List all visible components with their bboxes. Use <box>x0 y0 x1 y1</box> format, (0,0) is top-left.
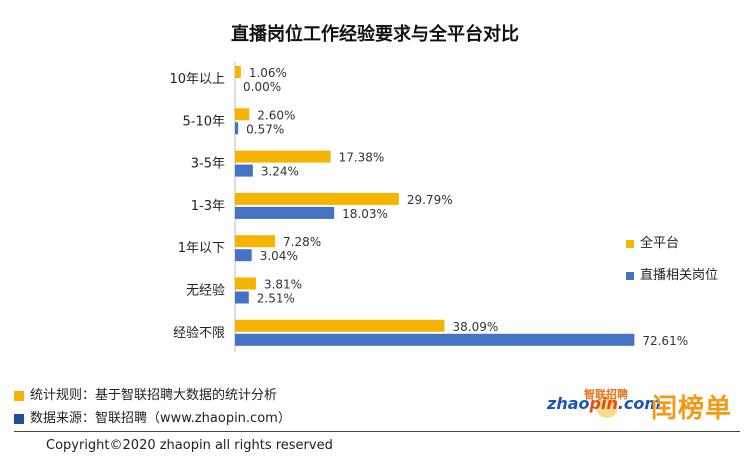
bar-all-platform <box>235 108 250 121</box>
data-label: 29.79% <box>407 193 453 207</box>
bar-livestream <box>235 206 335 219</box>
data-label: 0.57% <box>246 122 284 136</box>
footnote-rule-text: 统计规则：基于智联招聘大数据的统计分析 <box>30 388 278 403</box>
footnote-source-text: 数据来源：智联招聘（www.zhaopin.com） <box>30 411 291 426</box>
legend-label: 直播相关岗位 <box>640 268 719 283</box>
category-label: 无经验 <box>186 283 225 299</box>
data-label: 17.38% <box>339 151 385 165</box>
bar-livestream <box>235 164 253 177</box>
legend-label: 全平台 <box>640 236 680 251</box>
data-label: 2.51% <box>257 292 295 306</box>
bar-chart: 10年以上 1.06%0.00% 5-10年 2.60%0.57% 3-5年 17.38%… <box>169 62 688 353</box>
category-label: 3-5年 <box>191 157 225 172</box>
data-label: 3.81% <box>264 278 302 292</box>
logo-circle-icon <box>596 396 618 418</box>
footnote-source: 数据来源：智联招聘（www.zhaopin.com） <box>14 407 291 426</box>
bullet-square-icon <box>14 390 24 401</box>
legend-item-all-platform: 全平台 <box>626 232 679 251</box>
data-label: 2.60% <box>257 108 295 122</box>
copyright-text: Copyright©2020 zhaopin all rights reserv… <box>46 438 333 453</box>
category-label: 经验不限 <box>173 325 225 341</box>
bar-all-platform <box>235 319 445 332</box>
category-label: 1-3年 <box>191 199 225 214</box>
data-label: 18.03% <box>342 207 388 221</box>
zhaopin-logo: zhaopin.com <box>547 394 662 413</box>
data-label: 7.28% <box>283 235 321 249</box>
category-label: 5-10年 <box>182 114 225 129</box>
rank-logo: 闰榜单 <box>651 394 733 424</box>
footer-divider <box>14 431 740 432</box>
bar-livestream <box>235 249 252 262</box>
bar-all-platform <box>235 150 331 163</box>
logo-brand-cn: 智联招聘 <box>584 388 628 401</box>
data-label: 1.06% <box>249 66 287 80</box>
category-label: 1年以下 <box>178 241 225 256</box>
legend-swatch-icon <box>626 239 634 248</box>
data-label: 3.24% <box>261 165 299 179</box>
bullet-square-icon <box>14 413 24 424</box>
legend-swatch-icon <box>626 271 634 280</box>
footnote-rule: 统计规则：基于智联招聘大数据的统计分析 <box>14 384 277 403</box>
legend-item-livestream: 直播相关岗位 <box>626 264 718 283</box>
bar-all-platform <box>235 192 399 205</box>
bar-livestream <box>235 122 239 135</box>
data-label: 72.61% <box>642 334 688 348</box>
bar-all-platform <box>235 66 241 78</box>
bar-all-platform <box>235 235 276 248</box>
bar-livestream <box>235 291 249 304</box>
data-label: 3.04% <box>260 249 298 263</box>
data-label: 38.09% <box>452 320 498 334</box>
data-label: 0.00% <box>243 80 281 94</box>
bar-all-platform <box>235 277 256 290</box>
chart-title: 直播岗位工作经验要求与全平台对比 <box>231 24 519 45</box>
bar-livestream <box>235 333 635 346</box>
category-label: 10年以上 <box>169 72 225 87</box>
